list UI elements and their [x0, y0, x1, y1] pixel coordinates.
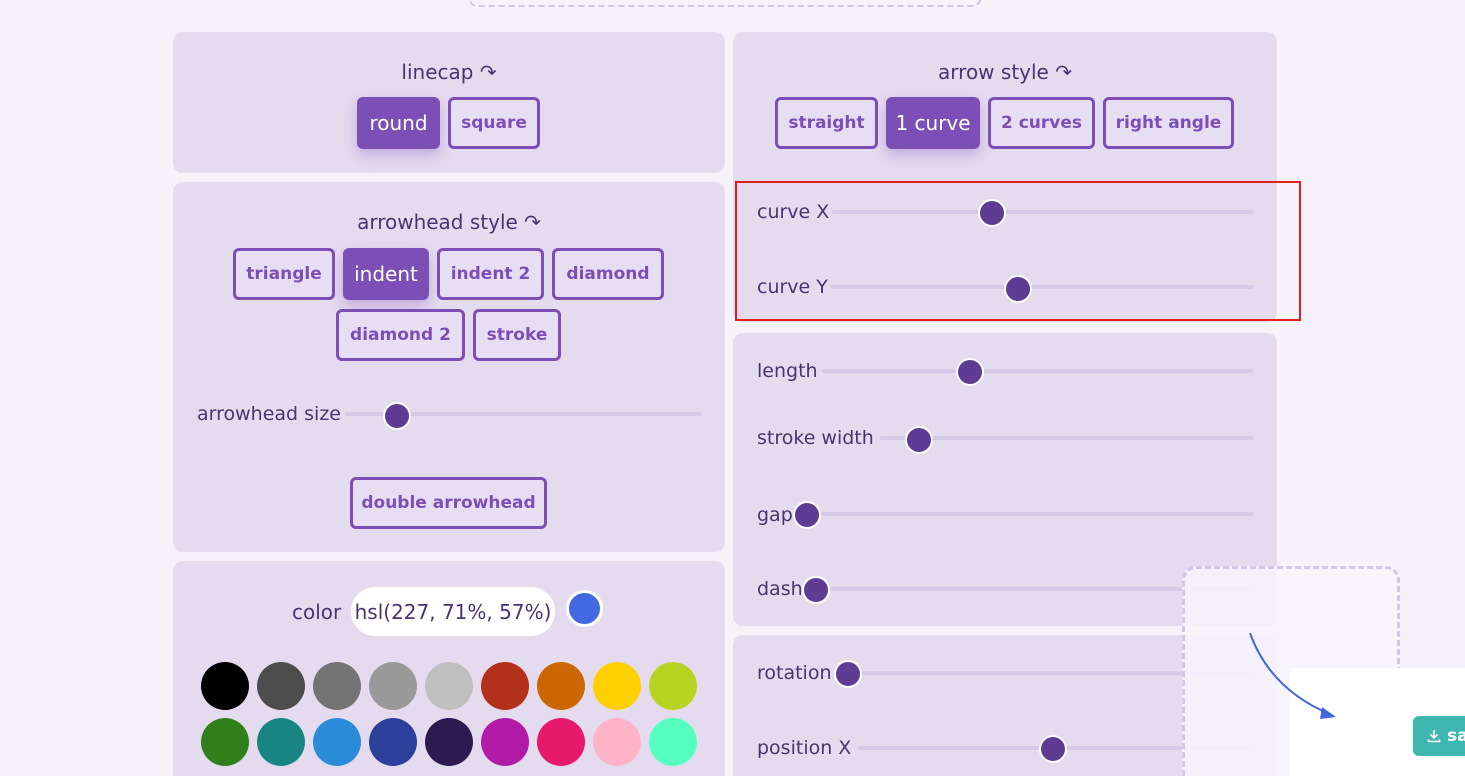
position-x-label: position X — [757, 737, 852, 759]
highlight-box — [735, 181, 1301, 321]
linecap-square-button[interactable]: square — [448, 97, 540, 149]
arrow-style-title: arrow style ↷ — [938, 60, 1072, 84]
linecap-title: linecap ↷ — [401, 60, 497, 84]
gap-thumb[interactable] — [793, 501, 821, 529]
gap-track[interactable] — [795, 512, 1253, 516]
color-swatch[interactable] — [593, 662, 641, 710]
color-swatch[interactable] — [481, 662, 529, 710]
curve-y-thumb[interactable] — [1004, 275, 1032, 303]
dash-track[interactable] — [805, 587, 1253, 591]
double-arrowhead-button[interactable]: double arrowhead — [350, 477, 547, 529]
arrowhead-diamond-button[interactable]: diamond — [552, 248, 664, 300]
curve-x-track[interactable] — [832, 210, 1253, 214]
curve-x-thumb[interactable] — [978, 199, 1006, 227]
color-swatch[interactable] — [369, 662, 417, 710]
stroke-width-label: stroke width — [757, 427, 874, 449]
color-swatch[interactable] — [593, 718, 641, 766]
color-swatch[interactable] — [313, 718, 361, 766]
gap-label: gap — [757, 504, 793, 526]
linecap-round-button[interactable]: round — [357, 97, 440, 149]
arrow-style-panel — [733, 32, 1277, 322]
color-swatch[interactable] — [369, 718, 417, 766]
color-swatch[interactable] — [649, 718, 697, 766]
top-dashed-frame — [469, 0, 981, 7]
arrow-style-2curves-button[interactable]: 2 curves — [988, 97, 1095, 149]
arrow-style-1curve-button[interactable]: 1 curve — [886, 97, 980, 149]
length-track[interactable] — [822, 369, 1253, 373]
color-swatch[interactable] — [257, 662, 305, 710]
save-label: sa — [1447, 726, 1465, 746]
arrow-style-right-angle-button[interactable]: right angle — [1103, 97, 1234, 149]
stroke-width-track[interactable] — [880, 436, 1253, 440]
length-thumb[interactable] — [956, 358, 984, 386]
color-swatch[interactable] — [481, 718, 529, 766]
current-color-swatch[interactable] — [566, 590, 603, 627]
color-swatch[interactable] — [425, 662, 473, 710]
rotation-track[interactable] — [838, 671, 1253, 675]
curve-y-track[interactable] — [830, 285, 1253, 289]
stroke-width-thumb[interactable] — [905, 426, 933, 454]
arrowhead-indent2-button[interactable]: indent 2 — [437, 248, 544, 300]
color-swatch[interactable] — [313, 662, 361, 710]
arrowhead-size-track[interactable] — [345, 412, 701, 416]
arrowhead-stroke-button[interactable]: stroke — [473, 309, 561, 361]
position-x-thumb[interactable] — [1039, 735, 1067, 763]
dash-thumb[interactable] — [802, 576, 830, 604]
arrowhead-size-thumb[interactable] — [383, 402, 411, 430]
save-button[interactable]: sa — [1413, 716, 1465, 756]
color-swatch[interactable] — [537, 718, 585, 766]
download-icon — [1427, 730, 1441, 743]
rotation-label: rotation — [757, 662, 832, 684]
color-swatch[interactable] — [425, 718, 473, 766]
arrowhead-title: arrowhead style ↷ — [357, 210, 541, 234]
length-label: length — [757, 360, 818, 382]
arrowhead-indent-button[interactable]: indent — [343, 248, 429, 300]
arrowhead-diamond2-button[interactable]: diamond 2 — [336, 309, 465, 361]
color-swatch[interactable] — [649, 662, 697, 710]
arrow-style-straight-button[interactable]: straight — [775, 97, 878, 149]
color-swatch[interactable] — [537, 662, 585, 710]
preview-arrow — [1249, 632, 1336, 719]
curve-x-label: curve X — [757, 201, 830, 223]
rotation-thumb[interactable] — [834, 660, 862, 688]
curve-y-label: curve Y — [757, 276, 828, 298]
dash-label: dash — [757, 578, 803, 600]
arrowhead-size-label: arrowhead size — [197, 403, 341, 425]
color-swatch[interactable] — [257, 718, 305, 766]
color-label: color — [292, 600, 342, 624]
color-swatch[interactable] — [201, 662, 249, 710]
color-value-input[interactable]: hsl(227, 71%, 57%) — [351, 587, 555, 636]
arrowhead-triangle-button[interactable]: triangle — [233, 248, 335, 300]
color-swatch[interactable] — [201, 718, 249, 766]
